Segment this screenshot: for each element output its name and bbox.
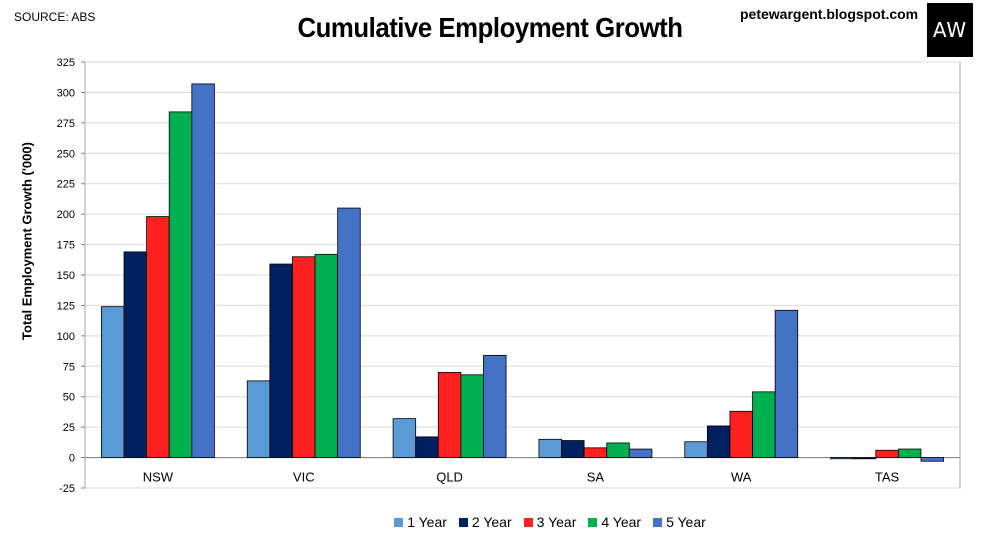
- x-tick-label: QLD: [436, 470, 463, 485]
- legend-label: 5 Year: [666, 514, 706, 530]
- x-tick-label: WA: [731, 470, 752, 485]
- legend-label: 3 Year: [536, 514, 577, 530]
- bar: [606, 442, 630, 458]
- chart-legend: 1 Year 2 Year 3 Year 4 Year 5 Year: [0, 514, 989, 530]
- y-tick-label: 200: [57, 209, 75, 221]
- source-label: SOURCE: ABS: [14, 10, 96, 24]
- bar: [561, 440, 585, 458]
- logo: AW: [927, 3, 973, 57]
- legend-label: 4 Year: [601, 514, 642, 530]
- y-tick-label: 250: [57, 148, 75, 160]
- bar: [337, 207, 361, 458]
- bar: [460, 374, 484, 458]
- y-tick-label: 275: [57, 118, 75, 130]
- bar: [101, 306, 125, 458]
- bar: [146, 216, 170, 458]
- bar: [392, 418, 417, 458]
- legend-item: 3 Year: [523, 514, 577, 530]
- legend-swatch: [588, 517, 598, 527]
- legend-swatch: [394, 517, 404, 527]
- bar: [752, 391, 776, 458]
- bar: [437, 371, 462, 458]
- bar: [123, 251, 148, 458]
- bar: [314, 253, 339, 458]
- legend-swatch: [458, 517, 468, 527]
- bar: [875, 449, 899, 458]
- chart-title: Cumulative Employment Growth: [297, 12, 683, 43]
- bar: [729, 410, 753, 458]
- y-tick-label: 50: [63, 392, 75, 404]
- x-tick-label: TAS: [875, 470, 900, 485]
- x-tick-label: VIC: [293, 470, 315, 485]
- bar: [292, 256, 316, 458]
- bar: [774, 309, 799, 458]
- y-tick-label: 125: [57, 300, 75, 312]
- legend-label: 2 Year: [471, 514, 512, 530]
- y-axis-label: Total Employment Growth ('000): [19, 142, 35, 340]
- bar: [191, 83, 215, 458]
- bar: [483, 354, 507, 458]
- bar: [415, 436, 439, 458]
- legend-item: 5 Year: [653, 514, 706, 530]
- bar: [628, 448, 653, 458]
- y-tick-label: 0: [69, 453, 75, 465]
- legend-item: 2 Year: [458, 514, 512, 530]
- legend-swatch: [653, 517, 663, 527]
- bar: [684, 441, 708, 458]
- legend-item: 4 Year: [588, 514, 641, 530]
- bar: [706, 425, 731, 458]
- bar: [538, 438, 562, 458]
- x-tick-label: SA: [587, 470, 605, 485]
- y-tick-label: 175: [57, 240, 75, 252]
- bar: [269, 263, 293, 458]
- legend-item: 1 Year: [394, 514, 447, 530]
- x-tick-label: NSW: [143, 470, 174, 485]
- bar: [852, 457, 877, 460]
- y-tick-label: 225: [57, 179, 75, 191]
- bar: [246, 380, 271, 458]
- legend-label: 1 Year: [407, 514, 447, 530]
- bar: [920, 457, 944, 462]
- y-tick-label: 100: [57, 331, 75, 343]
- y-tick-label: 325: [57, 57, 75, 69]
- y-tick-label: 150: [57, 270, 75, 282]
- bar: [897, 448, 922, 458]
- site-url: petewargent.blogspot.com: [740, 6, 919, 22]
- bar: [168, 111, 193, 458]
- y-tick-label: -25: [59, 483, 75, 495]
- bar: [830, 457, 854, 460]
- legend-swatch: [523, 517, 533, 527]
- bar: [583, 447, 608, 458]
- y-tick-label: 75: [63, 361, 75, 373]
- y-tick-label: 25: [63, 422, 75, 434]
- y-tick-label: 300: [57, 87, 75, 99]
